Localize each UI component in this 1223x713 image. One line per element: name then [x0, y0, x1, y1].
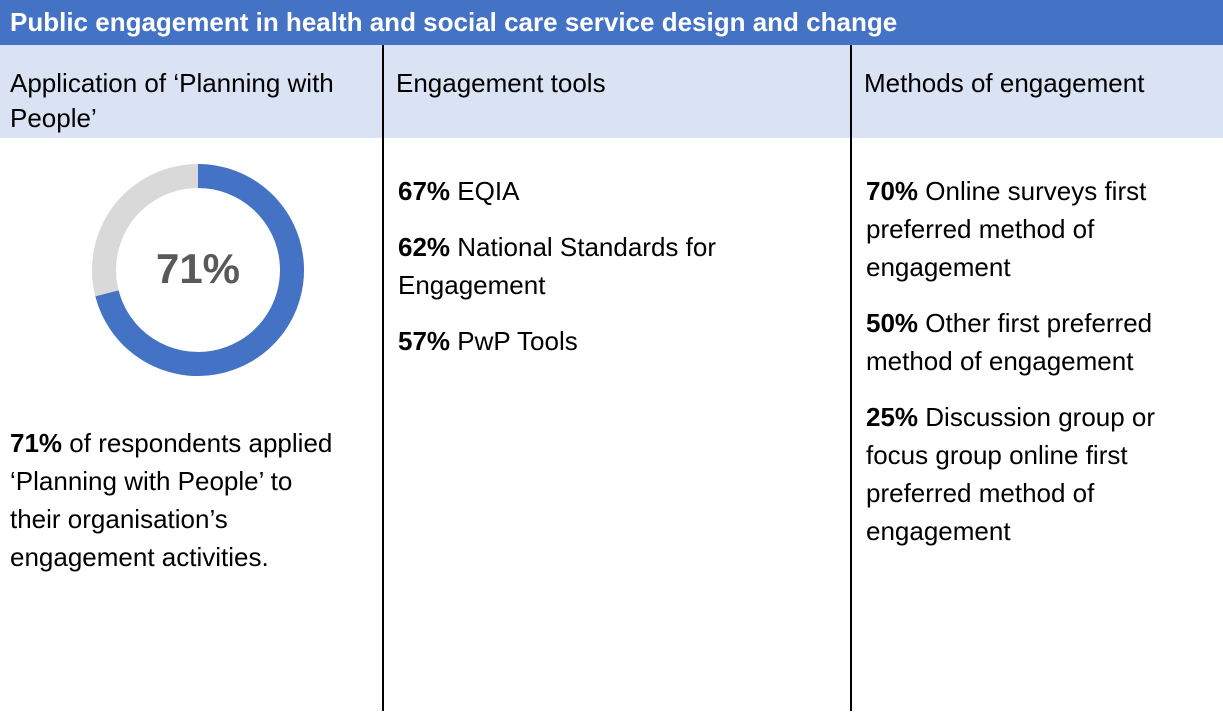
item-text: Discussion group or focus group online f… — [866, 402, 1156, 546]
donut-arc — [95, 164, 304, 376]
title: Public engagement in health and social c… — [0, 0, 1223, 45]
column: 71% of respondents applied ‘Planning wit… — [10, 424, 345, 594]
item-percent: 25% — [866, 402, 919, 432]
column: 70% Online surveys first preferred metho… — [866, 172, 1216, 568]
item-text: EQIA — [457, 176, 520, 206]
item-percent: 70% — [866, 176, 919, 206]
column-heading: Methods of engagement — [864, 68, 1145, 98]
item-percent: 67% — [398, 176, 451, 206]
item-text: Online surveys first preferred method of… — [866, 176, 1147, 282]
item-percent: 71% — [10, 428, 63, 458]
item-text: National Standards for Engagement — [398, 232, 716, 300]
donut: 71% — [92, 164, 304, 376]
item: 25% Discussion group or focus group onli… — [866, 398, 1216, 550]
item-text: Other first preferred method of engageme… — [866, 308, 1153, 376]
item-text: of respondents applied ‘Planning with Pe… — [10, 428, 333, 572]
header-row — [0, 45, 1223, 138]
item: 67% EQIA — [398, 172, 838, 210]
column-heading: Application of ‘Planning with People’ — [10, 68, 334, 133]
item-percent: 62% — [398, 232, 451, 262]
item: 71% of respondents applied ‘Planning wit… — [10, 424, 345, 576]
divider — [850, 45, 852, 711]
item-percent: 50% — [866, 308, 919, 338]
item: 62% National Standards for Engagement — [398, 228, 838, 304]
column: 67% EQIA 62% National Standards for Engag… — [398, 172, 838, 378]
column-heading: Engagement tools — [396, 68, 606, 98]
item-text: PwP Tools — [457, 326, 578, 356]
divider — [382, 45, 384, 711]
item: 50% Other first preferred method of enga… — [866, 304, 1216, 380]
donut-label: 71% — [156, 245, 240, 292]
item: 57% PwP Tools — [398, 322, 838, 360]
item: 70% Online surveys first preferred metho… — [866, 172, 1216, 286]
item-percent: 57% — [398, 326, 451, 356]
